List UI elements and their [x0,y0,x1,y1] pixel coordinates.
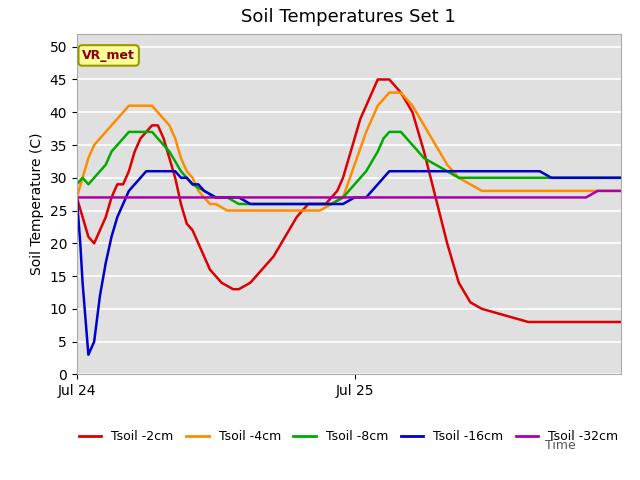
Y-axis label: Soil Temperature (C): Soil Temperature (C) [30,133,44,275]
Text: VR_met: VR_met [82,49,135,62]
Title: Soil Temperatures Set 1: Soil Temperatures Set 1 [241,9,456,26]
Text: Time: Time [545,439,576,452]
Legend: Tsoil -2cm, Tsoil -4cm, Tsoil -8cm, Tsoil -16cm, Tsoil -32cm: Tsoil -2cm, Tsoil -4cm, Tsoil -8cm, Tsoi… [74,425,623,448]
